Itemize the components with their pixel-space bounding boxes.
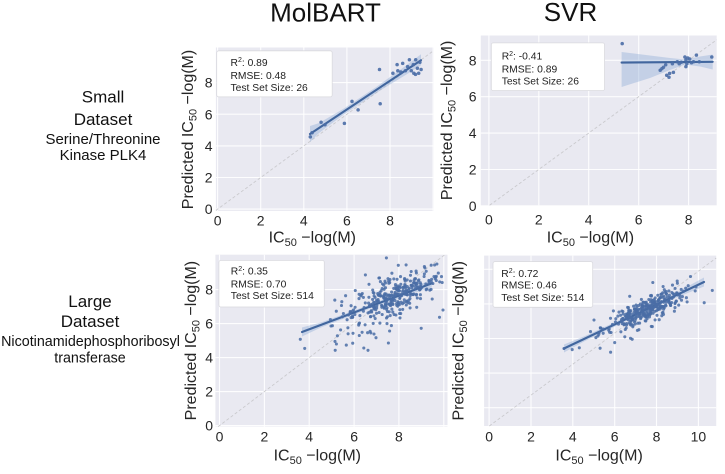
svg-text:MolBART: MolBART (270, 0, 381, 28)
svg-text:0: 0 (485, 429, 493, 445)
svg-text:RMSE: 0.48: RMSE: 0.48 (231, 71, 287, 82)
svg-text:4: 4 (585, 212, 593, 228)
svg-text:RMSE: 0.46: RMSE: 0.46 (501, 281, 557, 292)
svg-text:2: 2 (261, 429, 269, 445)
svg-text:0: 0 (214, 213, 222, 229)
svg-text:2: 2 (535, 212, 543, 228)
svg-text:RMSE: 0.89: RMSE: 0.89 (502, 64, 558, 75)
svg-text:0: 0 (205, 418, 213, 434)
svg-text:IC50 −log(M): IC50 −log(M) (274, 448, 361, 468)
svg-text:Predicted IC50 −log(M): Predicted IC50 −log(M) (180, 50, 200, 209)
svg-text:SVR: SVR (544, 0, 597, 27)
svg-text:6: 6 (469, 89, 477, 105)
svg-text:8: 8 (395, 429, 403, 445)
svg-text:8: 8 (653, 429, 661, 445)
svg-text:IC50 −log(M): IC50 −log(M) (555, 448, 642, 468)
svg-text:Nicotinamidephosphoribosyl: Nicotinamidephosphoribosyl (1, 334, 180, 350)
svg-text:8: 8 (685, 212, 693, 228)
svg-text:2: 2 (205, 170, 213, 186)
svg-text:4: 4 (300, 213, 308, 229)
svg-text:4: 4 (469, 125, 477, 141)
svg-text:4: 4 (305, 429, 313, 445)
svg-text:Serine/Threonine: Serine/Threonine (45, 131, 160, 148)
svg-text:transferase: transferase (54, 351, 126, 367)
svg-text:Dataset: Dataset (74, 110, 133, 129)
svg-text:R2: 0.35: R2: 0.35 (231, 266, 268, 278)
svg-text:Kinase PLK4: Kinase PLK4 (60, 147, 147, 164)
svg-text:Predicted IC50 −log(M): Predicted IC50 −log(M) (451, 261, 471, 420)
svg-text:6: 6 (635, 212, 643, 228)
svg-text:RMSE: 0.70: RMSE: 0.70 (231, 279, 287, 290)
svg-text:6: 6 (611, 429, 619, 445)
svg-text:8: 8 (205, 75, 213, 91)
svg-text:8: 8 (469, 52, 477, 68)
svg-text:R2: 0.72: R2: 0.72 (501, 268, 538, 280)
svg-text:Test Set Size: 26: Test Set Size: 26 (502, 76, 580, 87)
svg-text:Small: Small (82, 87, 125, 106)
svg-text:2: 2 (469, 162, 477, 178)
svg-text:8: 8 (386, 213, 394, 229)
svg-text:0: 0 (469, 198, 477, 214)
svg-text:6: 6 (205, 106, 213, 122)
svg-text:Test Set Size: 514: Test Set Size: 514 (231, 291, 314, 302)
svg-text:IC50 −log(M): IC50 −log(M) (547, 230, 634, 250)
svg-text:8: 8 (205, 282, 213, 298)
svg-text:2: 2 (527, 429, 535, 445)
svg-text:0: 0 (216, 429, 224, 445)
svg-text:R2: -0.41: R2: -0.41 (502, 51, 543, 63)
svg-text:0: 0 (485, 212, 493, 228)
svg-text:Predicted IC50 −log(M): Predicted IC50 −log(M) (439, 41, 459, 200)
svg-text:4: 4 (205, 138, 213, 154)
svg-text:Test Set Size: 514: Test Set Size: 514 (501, 293, 584, 304)
svg-text:R2: 0.89: R2: 0.89 (231, 57, 268, 69)
svg-text:IC50 −log(M): IC50 −log(M) (269, 230, 356, 250)
svg-text:6: 6 (343, 213, 351, 229)
svg-text:6: 6 (350, 429, 358, 445)
svg-text:0: 0 (205, 201, 213, 217)
svg-text:10: 10 (691, 429, 707, 445)
svg-text:2: 2 (205, 384, 213, 400)
svg-text:Dataset: Dataset (61, 312, 120, 331)
svg-text:4: 4 (205, 350, 213, 366)
svg-text:2: 2 (257, 213, 265, 229)
svg-text:Large: Large (68, 292, 111, 311)
svg-text:Predicted IC50 −log(M): Predicted IC50 −log(M) (183, 261, 203, 420)
svg-text:6: 6 (205, 316, 213, 332)
svg-text:Test Set Size: 26: Test Set Size: 26 (231, 83, 309, 94)
svg-text:4: 4 (569, 429, 577, 445)
